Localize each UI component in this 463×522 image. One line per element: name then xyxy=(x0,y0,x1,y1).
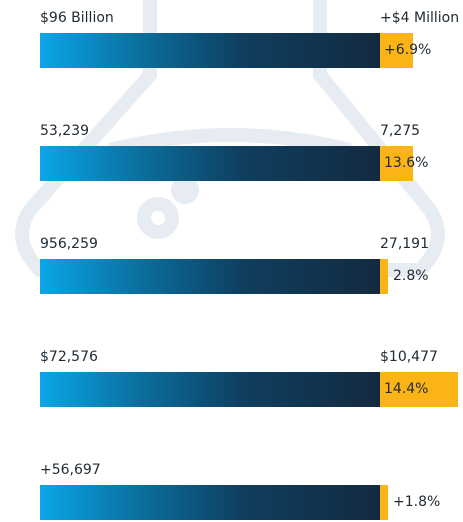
stat-change: 7,275 xyxy=(380,123,421,139)
stat-change: 27,191 xyxy=(380,236,429,252)
stat-label: +56,697 xyxy=(40,462,101,478)
accent-bar xyxy=(380,485,388,520)
accent-bar xyxy=(380,33,413,68)
stat-change: $10,477 xyxy=(380,349,438,365)
stat-percent: 14.4% xyxy=(384,381,429,397)
stat-percent: 2.8% xyxy=(393,268,429,284)
accent-bar xyxy=(380,146,413,181)
stat-row: 53,239 7,275 13.6% xyxy=(0,113,463,183)
stat-bar xyxy=(40,146,380,181)
stat-bar xyxy=(40,259,380,294)
stat-row: +56,697 +1.8% xyxy=(0,452,463,522)
stat-bar xyxy=(40,372,380,407)
stat-label: $96 Billion xyxy=(40,10,114,26)
stat-percent: +6.9% xyxy=(384,42,432,58)
stat-label: $72,576 xyxy=(40,349,98,365)
stat-label: 53,239 xyxy=(40,123,89,139)
stat-row: 956,259 27,191 2.8% xyxy=(0,226,463,296)
stat-percent: 13.6% xyxy=(384,155,429,171)
accent-bar xyxy=(380,259,388,294)
stat-row: $72,576 $10,477 14.4% xyxy=(0,339,463,409)
stat-bar xyxy=(40,485,380,520)
accent-bar xyxy=(380,372,458,407)
stat-label: 956,259 xyxy=(40,236,98,252)
stat-bar xyxy=(40,33,380,68)
stat-change: +$4 Million xyxy=(380,10,460,26)
stat-percent: +1.8% xyxy=(393,494,441,510)
stat-row: $96 Billion +$4 Million +6.9% xyxy=(0,0,463,70)
